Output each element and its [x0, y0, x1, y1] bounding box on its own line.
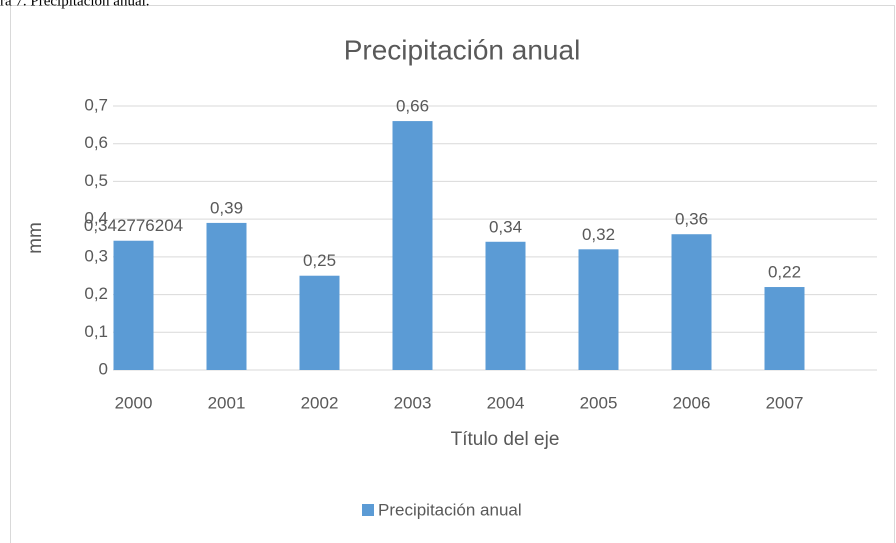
chart-border [10, 5, 895, 543]
x-tick-label: 2001 [208, 393, 246, 412]
bar [671, 234, 712, 370]
bar [485, 241, 526, 370]
y-tick-label: 0,3 [84, 246, 108, 265]
value-label: 0,25 [303, 251, 336, 270]
y-tick-label: 0 [99, 359, 108, 378]
y-tick-label: 0,2 [84, 284, 108, 303]
x-tick-label: 2000 [115, 393, 153, 412]
legend-swatch [362, 504, 374, 516]
legend-label: Precipitación anual [378, 500, 522, 519]
y-tick-label: 0,1 [84, 322, 108, 341]
x-axis-title: Título del eje [451, 429, 560, 450]
x-tick-label: 2003 [394, 393, 432, 412]
bar [392, 121, 433, 370]
bar [206, 222, 247, 370]
bar [299, 275, 340, 370]
value-label: 0,36 [675, 210, 708, 229]
y-tick-label: 0,5 [84, 171, 108, 190]
x-tick-label: 2002 [301, 393, 339, 412]
y-tick-label: 0,6 [84, 133, 108, 152]
value-label: 0,342776204 [84, 216, 183, 235]
y-tick-label: 0,7 [84, 95, 108, 114]
value-label: 0,32 [582, 225, 615, 244]
x-tick-label: 2005 [580, 393, 618, 412]
bar [578, 249, 619, 370]
caption: ra 7. Precipitación anual. [0, 0, 150, 9]
x-tick-label: 2006 [673, 393, 711, 412]
bar [764, 287, 805, 370]
chart-title: Precipitación anual [344, 34, 581, 65]
x-tick-label: 2004 [487, 393, 525, 412]
value-label: 0,22 [768, 263, 801, 282]
value-label: 0,34 [489, 217, 522, 236]
value-label: 0,39 [210, 198, 243, 217]
value-label: 0,66 [396, 97, 429, 116]
y-axis-title: mm [25, 222, 46, 254]
y-tick-label: 0,4 [84, 209, 108, 228]
x-tick-label: 2007 [766, 393, 804, 412]
bar [113, 240, 154, 370]
